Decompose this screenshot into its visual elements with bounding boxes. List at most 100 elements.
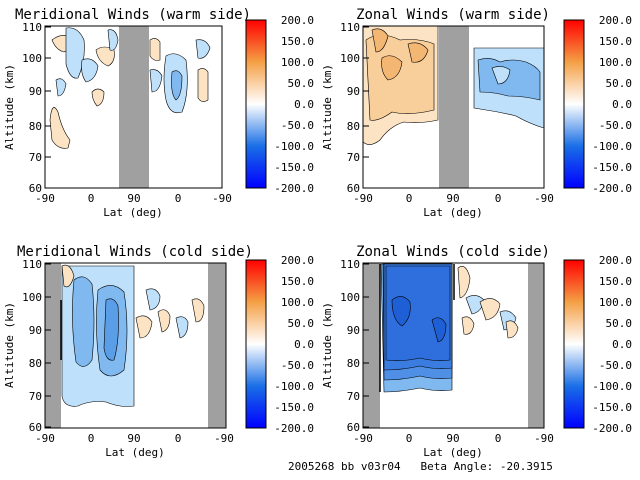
colorbar-zonal-cold: 200.0 150.0 100.0 50.0 0.0 -50.0 -100.0 … (563, 254, 633, 435)
wind-field (363, 26, 544, 188)
y-tick-label: 70 (347, 390, 360, 403)
panel-title: Zonal Winds (cold side) (356, 244, 550, 260)
no-data-region (528, 263, 544, 428)
y-axis-label: Altitude (km) (321, 64, 334, 150)
x-tick-label: 0 (88, 432, 95, 445)
negative-wind-regions (473, 47, 544, 129)
x-tick-label: -90 (35, 432, 55, 445)
colorbar-gradient (563, 19, 585, 189)
colorbar-tick-label: -50.0 (599, 119, 632, 132)
plot-frame (362, 262, 545, 429)
y-tick-label: 90 (347, 85, 360, 98)
y-tick-label: 90 (29, 85, 42, 98)
negative-wind-regions (61, 265, 189, 407)
x-tick-label: -90 (35, 192, 55, 205)
colorbar-gradient (245, 19, 267, 189)
y-axis: 60 70 80 90 100 110 Altitude (km) (3, 258, 51, 434)
x-tick-label: 90 (127, 192, 140, 205)
panel-zonal-cold: Zonal Winds (cold side) (321, 244, 554, 459)
colorbar-tick-label: 150.0 (599, 275, 632, 288)
x-tick-label: 0 (406, 192, 413, 205)
x-tick-label: -90 (214, 432, 234, 445)
colorbar-tick-label: 100.0 (281, 56, 314, 69)
colorbar-tick-label: -150.0 (274, 401, 314, 414)
colorbar-tick-label: -200.0 (592, 422, 632, 435)
colorbar-tick-label: -50.0 (281, 119, 314, 132)
colorbar-tick-label: 50.0 (288, 77, 315, 90)
y-tick-label: 110 (22, 21, 42, 34)
x-tick-label: -90 (353, 432, 373, 445)
colorbar-tick-label: 200.0 (281, 254, 314, 267)
colorbar-tick-label: -150.0 (274, 161, 314, 174)
x-axis-label: Lat (deg) (103, 206, 163, 219)
x-axis: -90 0 90 0 -90 Lat (deg) (353, 192, 554, 219)
x-tick-label: -90 (212, 192, 232, 205)
y-axis: 60 70 80 90 100 110 Altitude (km) (3, 21, 51, 195)
y-tick-label: 80 (347, 357, 360, 370)
x-axis-label: Lat (deg) (423, 206, 483, 219)
no-data-region (45, 263, 61, 428)
y-axis: 60 70 80 90 100 110 Altitude (km) (321, 258, 369, 434)
negative-wind-regions (380, 263, 517, 393)
x-tick-label: -90 (534, 432, 554, 445)
colorbar-gradient (245, 259, 267, 429)
y-tick-label: 60 (29, 182, 42, 195)
plot-frame (44, 25, 223, 189)
y-axis-label: Altitude (km) (3, 64, 16, 150)
x-axis-label: Lat (deg) (423, 446, 483, 459)
no-data-region (119, 26, 149, 188)
colorbar-tick-label: -150.0 (592, 161, 632, 174)
colorbar-tick-label: 100.0 (599, 56, 632, 69)
x-tick-label: 0 (406, 432, 413, 445)
colorbar-tick-label: 200.0 (599, 14, 632, 27)
no-data-region (363, 263, 380, 428)
colorbar-tick-label: 200.0 (281, 14, 314, 27)
y-tick-label: 60 (347, 421, 360, 434)
y-tick-label: 100 (22, 52, 42, 65)
colorbar-tick-label: -100.0 (274, 140, 314, 153)
x-tick-label: 90 (446, 192, 459, 205)
y-tick-label: 70 (29, 390, 42, 403)
wind-field (49, 26, 211, 188)
y-tick-label: 70 (29, 151, 42, 164)
panel-title: Meridional Winds (warm side) (15, 7, 251, 23)
y-tick-label: 80 (29, 120, 42, 133)
colorbar-tick-label: 200.0 (599, 254, 632, 267)
positive-wind-regions (49, 35, 209, 149)
colorbar-tick-label: -150.0 (592, 401, 632, 414)
x-tick-label: 0 (88, 192, 95, 205)
panel-title: Meridional Winds (cold side) (17, 244, 253, 260)
y-tick-label: 110 (22, 258, 42, 271)
colorbar-tick-label: 0.0 (612, 338, 632, 351)
colorbar-tick-label: 0.0 (294, 338, 314, 351)
x-tick-label: 0 (495, 192, 502, 205)
colorbar-tick-label: -100.0 (274, 380, 314, 393)
no-data-region (439, 26, 469, 188)
plot-frame (362, 25, 545, 189)
colorbar-tick-label: -100.0 (592, 380, 632, 393)
y-tick-label: 100 (340, 52, 360, 65)
colorbar-tick-label: 150.0 (281, 275, 314, 288)
positive-wind-regions (61, 264, 205, 339)
y-tick-label: 90 (347, 324, 360, 337)
colorbar-tick-label: -50.0 (281, 359, 314, 372)
colorbar-tick-label: 50.0 (606, 317, 633, 330)
colorbar-tick-label: -200.0 (592, 182, 632, 195)
colorbar-tick-label: -50.0 (599, 359, 632, 372)
no-data-region (208, 263, 226, 428)
colorbar-tick-label: -100.0 (592, 140, 632, 153)
colorbar-tick-label: 50.0 (606, 77, 633, 90)
y-tick-label: 90 (29, 324, 42, 337)
y-axis-label: Altitude (km) (3, 302, 16, 388)
positive-wind-regions (457, 266, 519, 339)
positive-wind-regions (363, 26, 439, 145)
colorbar-tick-label: 0.0 (294, 98, 314, 111)
y-tick-label: 80 (29, 357, 42, 370)
y-tick-label: 60 (29, 421, 42, 434)
wind-field (363, 263, 544, 428)
x-axis: -90 0 90 0 -90 Lat (deg) (353, 432, 554, 459)
colorbar-tick-label: 50.0 (288, 317, 315, 330)
x-tick-label: -90 (353, 192, 373, 205)
stronger-negative-regions (171, 70, 183, 101)
